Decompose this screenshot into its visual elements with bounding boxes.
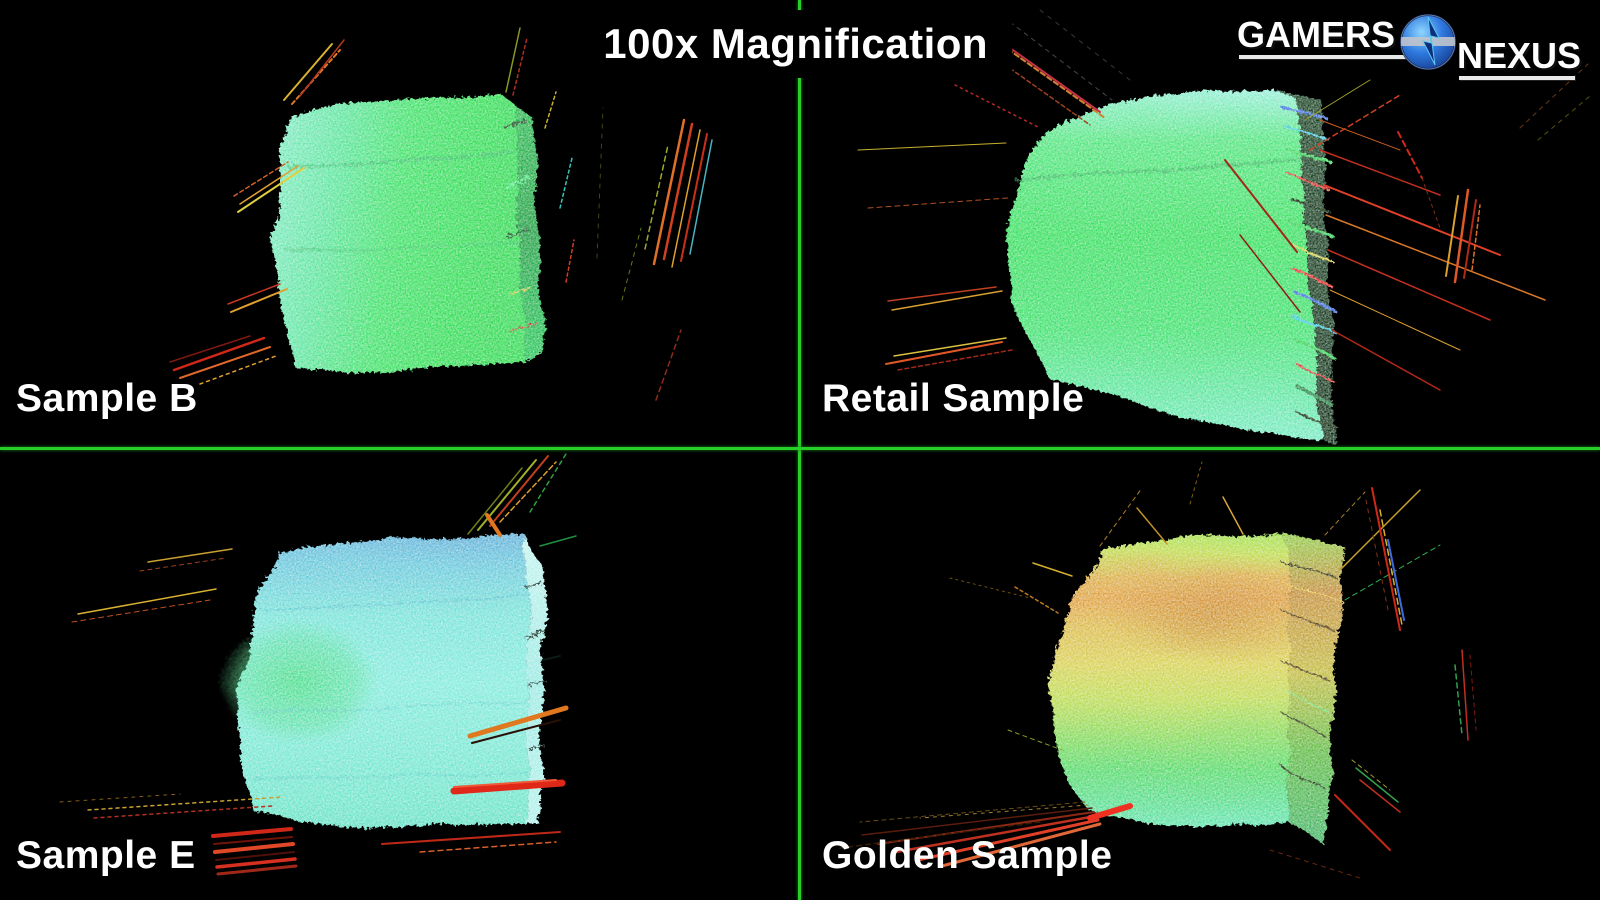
noise-streaks bbox=[169, 27, 713, 401]
label-retail-sample: Retail Sample bbox=[822, 377, 1085, 420]
gamersnexus-logo: GAMERS NEXUS bbox=[1237, 8, 1582, 92]
gn-globe-icon bbox=[1400, 14, 1456, 70]
noise-streaks bbox=[59, 453, 577, 876]
scan-surface-body bbox=[218, 534, 548, 827]
scan-surface-body bbox=[272, 92, 544, 371]
divider-vertical bbox=[798, 0, 801, 900]
label-golden-sample: Golden Sample bbox=[822, 834, 1113, 877]
scan-surface-body bbox=[1006, 87, 1339, 447]
surface-scan-retail-sample bbox=[857, 9, 1591, 447]
logo-underline-left bbox=[1239, 55, 1409, 59]
surface-scan-sample-b bbox=[169, 27, 713, 401]
page-title: 100x Magnification bbox=[579, 10, 1013, 78]
noise-streaks bbox=[857, 9, 1591, 391]
surface-scan-sample-e bbox=[59, 453, 577, 876]
logo-text-nexus: NEXUS bbox=[1457, 35, 1582, 76]
divider-horizontal bbox=[0, 447, 1600, 450]
label-sample-e: Sample E bbox=[16, 834, 196, 877]
scan-surface-body bbox=[1050, 532, 1345, 845]
surface-scan-golden-sample bbox=[839, 461, 1477, 879]
logo-text-gamers: GAMERS bbox=[1237, 14, 1396, 55]
label-sample-b: Sample B bbox=[16, 377, 198, 420]
logo-underline-right bbox=[1459, 76, 1575, 80]
noise-streaks bbox=[839, 461, 1477, 879]
